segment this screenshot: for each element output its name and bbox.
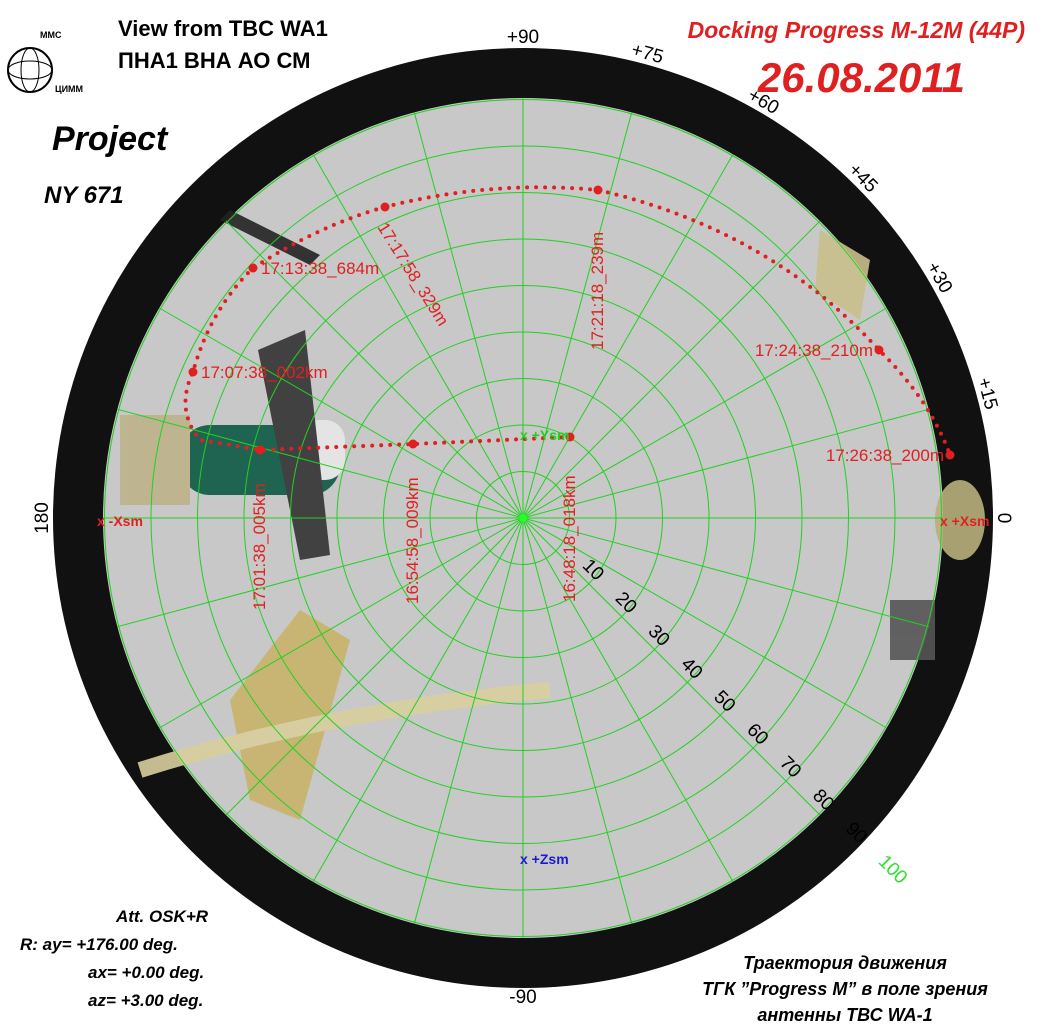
logo-globe [7, 47, 53, 93]
trajectory-label: 17:24:38_210m [755, 341, 873, 360]
trajectory-point [874, 345, 884, 355]
angle-label: +90 [507, 27, 539, 48]
logo-globe [20, 47, 40, 93]
module [890, 600, 935, 660]
attitude-line: R: ay= +176.00 deg. [20, 935, 178, 954]
boom [137, 682, 551, 778]
logo: ММС ЦИММ [7, 30, 83, 94]
polar-grid [103, 98, 943, 938]
caption-line: Траектория движения [743, 953, 947, 973]
trajectory-point [945, 450, 955, 460]
logo-text: ЦИММ [55, 84, 83, 94]
trajectory-label: 16:48:18_018km [560, 475, 579, 602]
axis-marker: x -Xsm [97, 513, 143, 529]
attitude-line: az= +3.00 deg. [88, 991, 203, 1010]
header-line: View from TBC WA1 [118, 16, 328, 41]
module [935, 480, 985, 560]
header-line: ПНА1 ВНА АО СМ [118, 48, 310, 73]
radial-label: 100 [874, 851, 911, 888]
angle-label: 0 [993, 513, 1014, 524]
caption-line: ТГК ”Progress M” в поле зрения [702, 979, 988, 999]
station-imagery [120, 210, 985, 820]
axis-marker: x +Ysm [520, 427, 569, 443]
attitude-line: ax= +0.00 deg. [88, 963, 204, 982]
truss [220, 210, 320, 265]
trajectory-label: 17:13:38_684m [261, 259, 379, 278]
docking-date: 26.08.2011 [757, 54, 965, 101]
project-label: Project [52, 120, 169, 158]
trajectory-point [380, 202, 390, 212]
trajectory-point [248, 263, 258, 273]
axis-marker: x +Zsm [520, 851, 569, 867]
trajectory-point [565, 432, 575, 442]
project-code: NY 671 [44, 182, 124, 209]
attitude-line: Att. OSK+R [115, 907, 209, 926]
docking-title: Docking Progress M-12M (44P) [688, 17, 1025, 43]
trajectory-point [188, 367, 198, 377]
zenith [519, 514, 527, 522]
trajectory-point [255, 445, 265, 455]
logo-text: ММС [40, 30, 62, 40]
logo-globe [7, 60, 53, 80]
angle-label: 180 [32, 502, 53, 534]
trajectory-label: 17:01:38_005km [250, 483, 269, 610]
trajectory-label: 17:26:38_200m [826, 446, 944, 465]
solar-panel [230, 610, 350, 820]
axis-marker: x +Xsm [940, 513, 989, 529]
trajectory-label: 17:07:38_002km [201, 363, 328, 382]
trajectory-label: 16:54:58_009km [403, 477, 422, 604]
module [815, 230, 870, 320]
trajectory-point [408, 439, 418, 449]
caption-line: антенны ТВС WA-1 [757, 1005, 932, 1025]
module [120, 415, 190, 505]
trajectory-point [593, 185, 603, 195]
trajectory-path [183, 185, 952, 457]
trajectory-label: 17:21:18_239m [588, 232, 607, 350]
angle-label: -90 [509, 987, 536, 1008]
